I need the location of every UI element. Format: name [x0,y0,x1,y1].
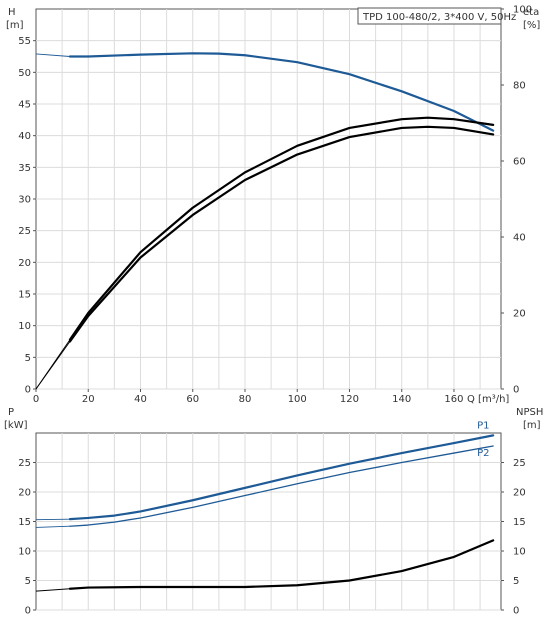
bottom-left-tick-label: 20 [18,488,31,499]
top-series-1-line [68,125,495,343]
bottom-right-tick-label: 25 [513,458,526,469]
bottom-series-2-extrapolated-line [35,588,70,592]
x-tick-label: 120 [340,394,359,405]
top-right-tick-label: 80 [513,81,526,92]
bottom-series: P1 P2 [35,420,495,592]
head-efficiency-panel: 0 5 10 15 20 25 30 35 40 45 50 55 0 20 40 60 80 100 0 20 40 6… [6,5,540,406]
bottom-left-tick-label: 0 [25,606,31,617]
npsh-axis-label: NPSH [516,407,543,418]
top-left-tick-label: 15 [18,290,31,301]
bottom-right-tick-label: 20 [513,488,526,499]
top-left-tick-label: 50 [18,68,31,79]
top-right-tick-label: 60 [513,157,526,168]
series-label-p1: P1 [477,420,489,431]
top-left-tick-label: 35 [18,163,31,174]
chart-title-box [357,7,502,25]
top-series [35,52,495,390]
top-right-tick-label: 40 [513,233,526,244]
chart-title: TPD 100-480/2, 3*400 V, 50Hz [362,12,516,23]
x-tick-label: 160 [444,394,463,405]
top-left-tick-label: 45 [18,100,31,111]
top-series-2-extrapolated-line [35,339,71,390]
top-series-0-line [68,52,495,132]
bottom-right-tick-label: 5 [513,576,519,587]
bottom-left-tick-label: 10 [18,547,31,558]
head-axis-unit: [m] [6,20,24,31]
top-left-tick-label: 5 [25,353,31,364]
top-right-tick-label: 20 [513,309,526,320]
power-axis-unit: [kW] [4,420,28,431]
top-left-tick-label: 30 [18,195,31,206]
npsh-axis-unit: [m] [523,420,541,431]
bottom-series-0-line [68,434,495,521]
series-label-p2: P2 [477,448,489,459]
x-tick-label: 80 [239,394,252,405]
top-left-tick-label: 0 [25,385,31,396]
x-tick-label: 20 [82,394,95,405]
top-left-tick-label: 25 [18,226,31,237]
x-tick-label: 40 [134,394,147,405]
bottom-right-tick-label: 0 [513,606,519,617]
x-tick-label: 60 [186,394,199,405]
top-series-2-line [68,116,495,341]
bottom-series-1-extrapolated-line [35,525,70,528]
bottom-series-2-line [68,539,495,590]
eta-axis-label: eta [523,7,539,18]
bottom-series-1-line [69,445,494,527]
bottom-right-tick-label: 15 [513,517,526,528]
bottom-grid [36,433,501,611]
bottom-right-tick-label: 10 [513,547,526,558]
x-tick-label: 140 [392,394,411,405]
bottom-series-0-extrapolated-line [35,518,70,521]
power-npsh-panel: 0 5 10 15 20 25 0 5 10 15 20 25 P1 P2 P [kW] NPSH [m… [4,407,543,617]
top-left-tick-label: 40 [18,131,31,142]
x-tick-label: 0 [33,394,39,405]
x-axis-label: Q [m³/h] [467,394,509,405]
bottom-left-tick-label: 15 [18,517,31,528]
top-series-0-extrapolated-line [35,53,70,57]
top-right-tick-label: 100 [513,5,532,16]
top-right-tick-label: 0 [513,385,519,396]
x-tick-label: 100 [288,394,307,405]
eta-axis-unit: [%] [523,20,540,31]
top-left-tick-label: 20 [18,258,31,269]
power-axis-label: P [8,407,14,418]
top-left-tick-label: 10 [18,321,31,332]
top-tick-labels: 0 5 10 15 20 25 30 35 40 45 50 55 0 20 40 60 80 100 0 20 40 6… [18,5,532,406]
top-left-tick-label: 55 [18,36,31,47]
head-axis-label: H [8,7,16,18]
bottom-left-tick-label: 5 [25,576,31,587]
bottom-left-tick-label: 25 [18,458,31,469]
bottom-tick-labels: 0 5 10 15 20 25 0 5 10 15 20 25 [18,458,525,617]
